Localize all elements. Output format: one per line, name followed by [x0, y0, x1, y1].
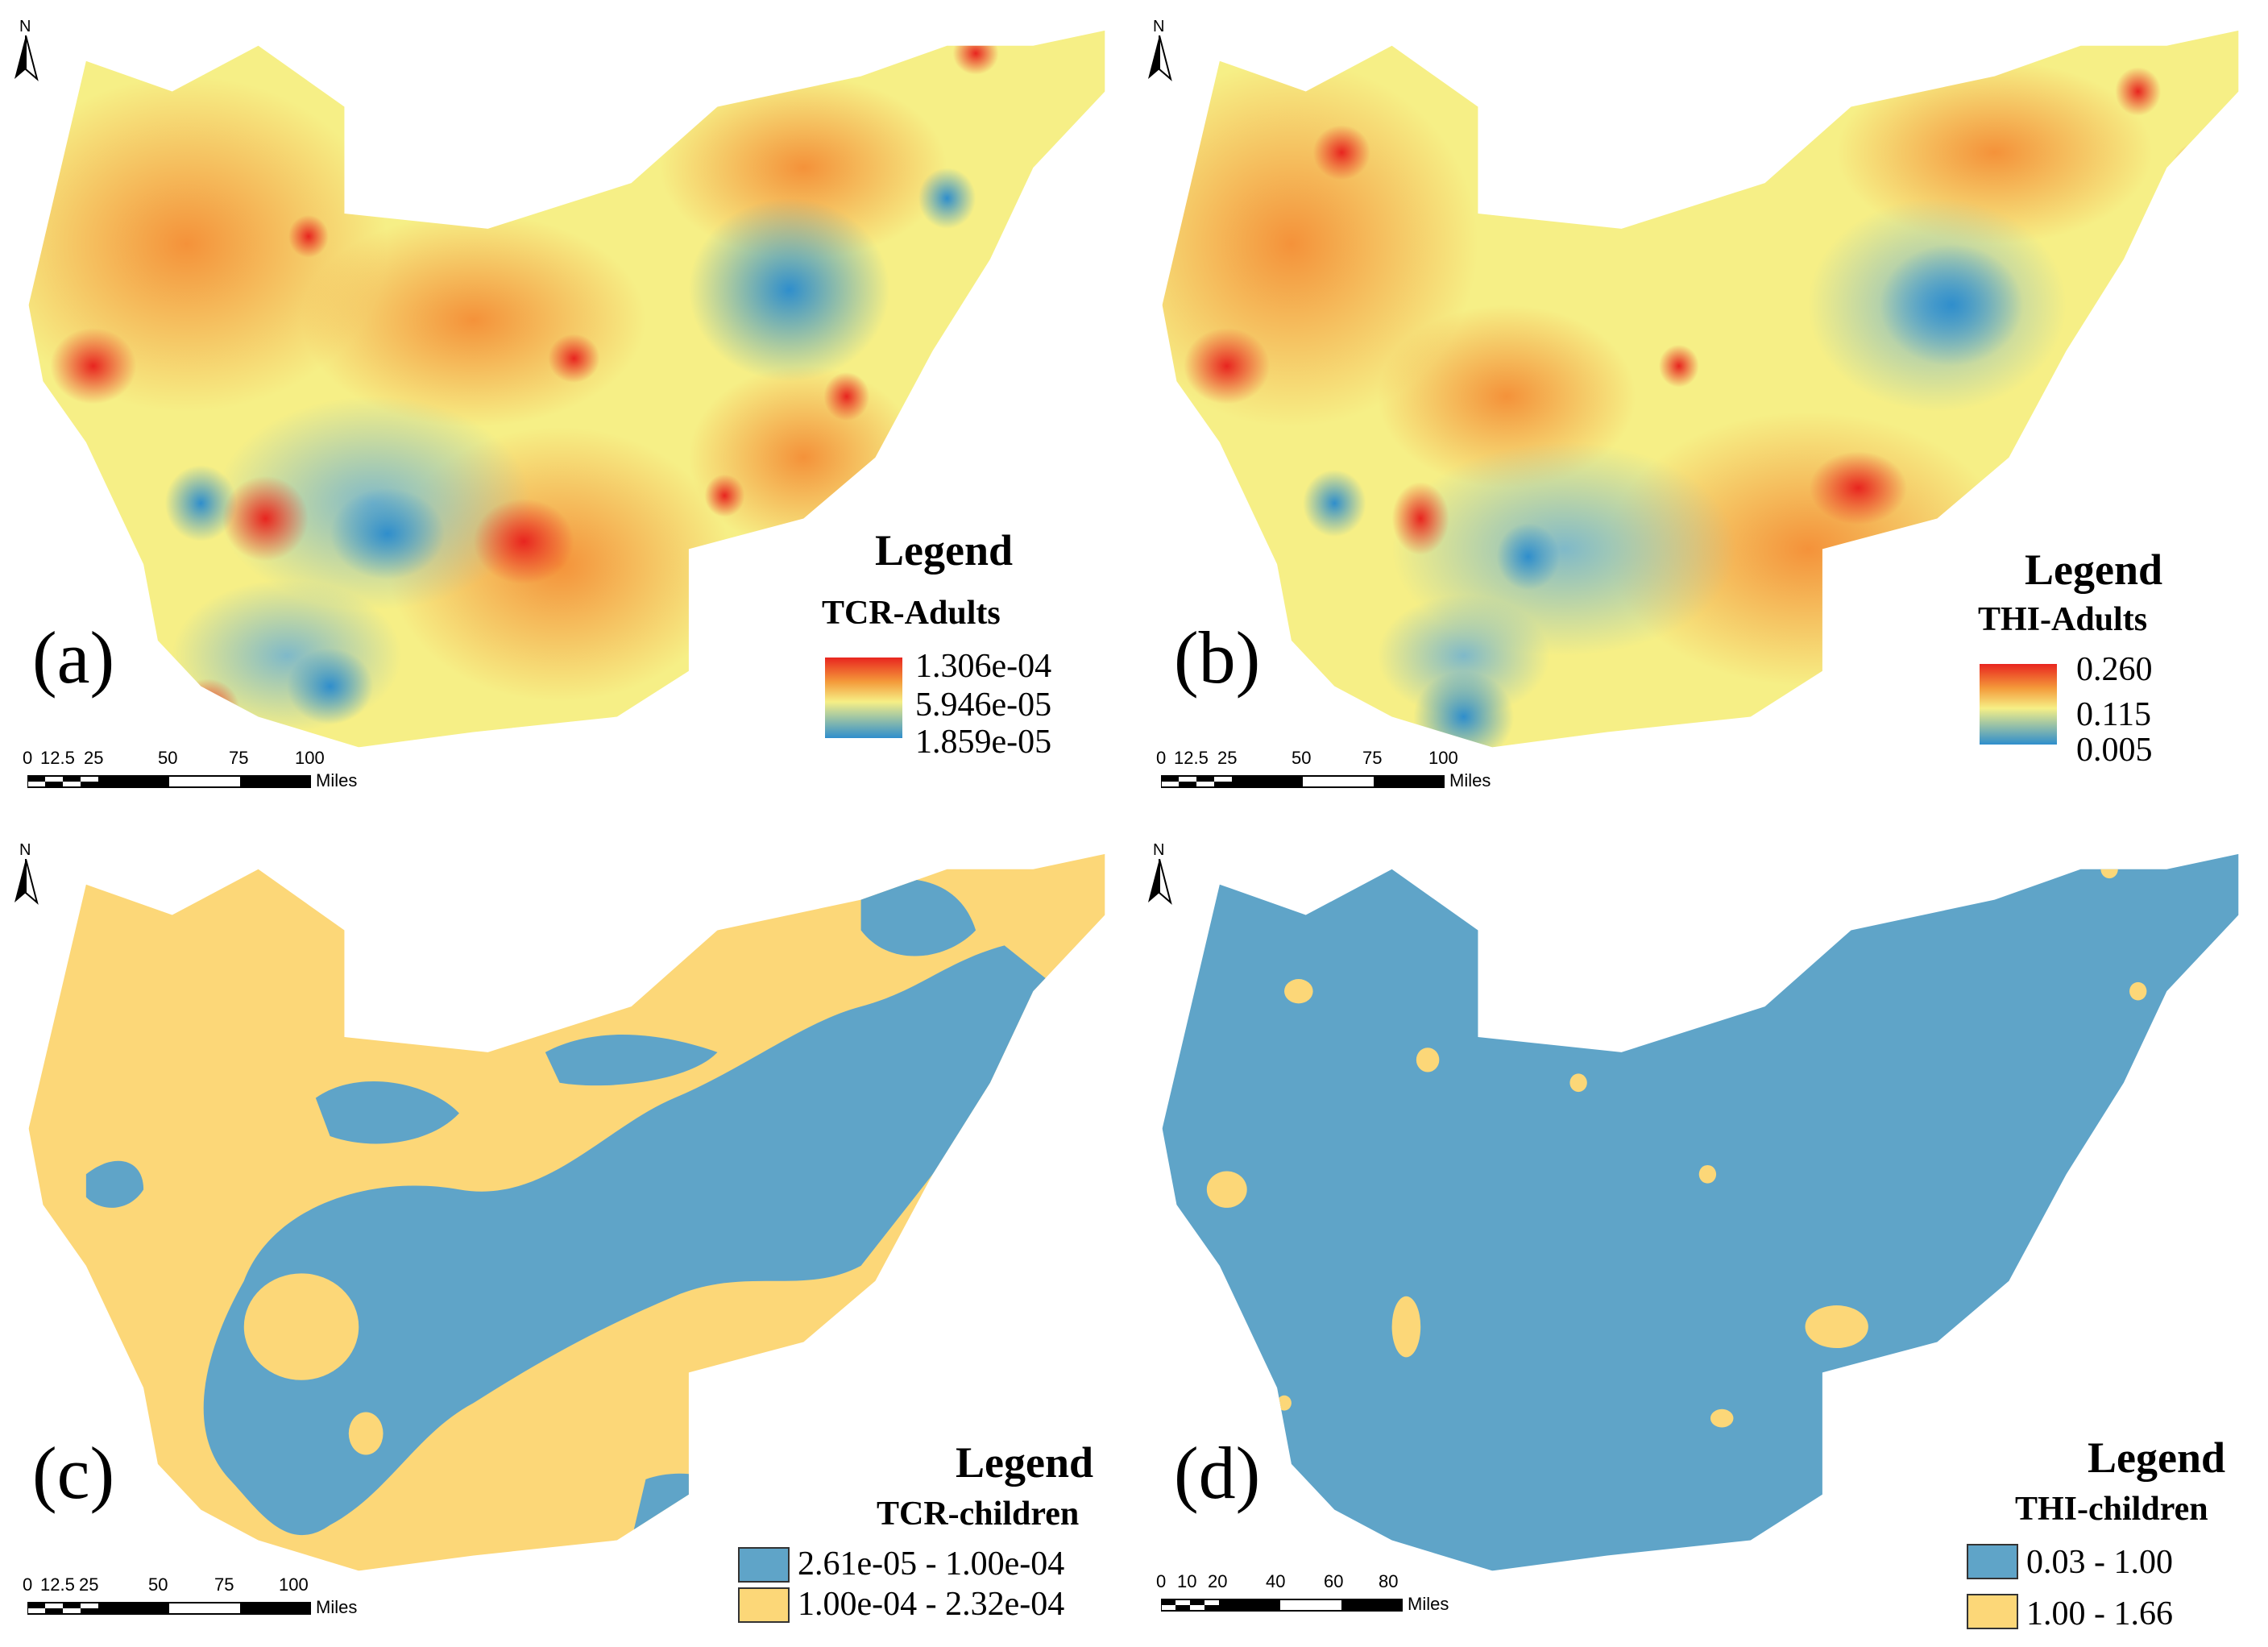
map-d: [1162, 853, 2239, 1571]
scale-bar-graphic: [1161, 775, 1445, 788]
legend-value-low: 1.859e-05: [915, 724, 1052, 761]
north-arrow-d: N: [1145, 841, 1177, 906]
panel-d-thi-children: N (d) Legend THI-children 0.03 - 1.00 1.…: [1134, 824, 2267, 1647]
legend-value-high: 0.260: [2076, 651, 2153, 688]
scale-tick: 0: [1156, 748, 1167, 768]
legend-subtitle: TCR-Adults: [822, 595, 1001, 632]
panel-c-tcr-children: N (c) Legend TCR-children 2.61e-05 - 1.0…: [0, 824, 1134, 1647]
north-arrow-icon: [15, 35, 39, 81]
north-label: N: [1153, 18, 1165, 35]
legend-value-high: 1.306e-04: [915, 648, 1052, 685]
scale-tick: 12.5: [1174, 748, 1209, 768]
scale-tick: 100: [1428, 748, 1458, 768]
map-a: [28, 30, 1105, 748]
legend-subtitle: THI-children: [2015, 1491, 2208, 1528]
scale-tick: 100: [279, 1574, 309, 1595]
scale-bar-graphic: [27, 775, 311, 788]
north-label: N: [19, 18, 31, 35]
scale-bar-b: [1161, 775, 1445, 790]
scale-bar-d: [1161, 1599, 1403, 1613]
north-arrow-icon: [1148, 859, 1172, 905]
legend-title: Legend: [875, 526, 1014, 575]
scale-tick: 50: [1292, 748, 1312, 768]
legend-color-ramp: [825, 658, 902, 738]
scale-tick: 80: [1379, 1571, 1399, 1591]
legend-title: Legend: [956, 1438, 1094, 1487]
scale-tick: 25: [84, 748, 104, 768]
scale-bar-a: [27, 775, 311, 790]
map-b: [1162, 30, 2239, 748]
scale-unit: Miles: [316, 1597, 358, 1617]
scale-tick: 0: [1156, 1571, 1167, 1591]
scale-tick: 50: [158, 748, 178, 768]
north-label: N: [19, 841, 31, 859]
scale-tick: 0: [23, 748, 33, 768]
legend-class-high: 1.00 - 1.66: [2026, 1595, 2173, 1632]
scale-tick: 100: [295, 748, 325, 768]
legend-value-mid: 0.115: [2076, 696, 2151, 733]
panel-letter: (d): [1174, 1432, 1261, 1514]
scale-tick: 60: [1324, 1571, 1344, 1591]
scale-bar-c: [27, 1602, 311, 1616]
legend-swatch-yellow: [1967, 1594, 2018, 1629]
scale-unit: Miles: [1449, 770, 1491, 790]
scale-bar-graphic: [27, 1602, 311, 1615]
legend-swatch-yellow: [738, 1587, 790, 1623]
legend-subtitle: THI-Adults: [1978, 601, 2148, 638]
scale-tick: 75: [229, 748, 249, 768]
scale-tick: 10: [1177, 1571, 1197, 1591]
north-arrow-icon: [1148, 35, 1172, 81]
panel-letter: (a): [32, 616, 115, 699]
legend-title: Legend: [2025, 546, 2163, 594]
legend-title: Legend: [2088, 1433, 2226, 1482]
scale-tick: 75: [1362, 748, 1383, 768]
legend-value-low: 0.005: [2076, 732, 2153, 769]
scale-unit: Miles: [316, 770, 358, 790]
map-c: [28, 853, 1105, 1571]
legend-swatch-blue: [1967, 1544, 2018, 1579]
legend-subtitle: TCR-children: [877, 1496, 1080, 1533]
scale-tick: 25: [79, 1574, 99, 1595]
legend-class-low: 0.03 - 1.00: [2026, 1544, 2173, 1581]
legend-class-low: 2.61e-05 - 1.00e-04: [798, 1545, 1065, 1583]
north-arrow-icon: [15, 859, 39, 905]
panel-letter: (c): [32, 1432, 115, 1514]
scale-tick: 25: [1217, 748, 1238, 768]
scale-unit: Miles: [1408, 1594, 1449, 1614]
panel-letter: (b): [1174, 616, 1261, 699]
scale-tick: 0: [23, 1574, 33, 1595]
scale-tick: 20: [1208, 1571, 1228, 1591]
north-arrow-a: N: [11, 18, 44, 82]
scale-tick: 75: [214, 1574, 234, 1595]
scale-tick: 40: [1266, 1571, 1286, 1591]
panel-a-tcr-adults: N (a) Legend TCR-Adults 1.306e-04 5.946e…: [0, 0, 1134, 824]
scale-bar-graphic: [1161, 1599, 1403, 1612]
legend-class-high: 1.00e-04 - 2.32e-04: [798, 1586, 1065, 1623]
legend-swatch-blue: [738, 1547, 790, 1583]
north-label: N: [1153, 841, 1165, 859]
legend-value-mid: 5.946e-05: [915, 687, 1052, 724]
scale-tick: 12.5: [40, 748, 75, 768]
legend-color-ramp: [1980, 664, 2057, 745]
scale-tick: 12.5: [40, 1574, 75, 1595]
scale-tick: 50: [148, 1574, 168, 1595]
north-arrow-b: N: [1145, 18, 1177, 82]
north-arrow-c: N: [11, 841, 44, 906]
panel-b-thi-adults: N (b) Legend THI-Adults 0.260 0.115 0.00…: [1134, 0, 2267, 824]
